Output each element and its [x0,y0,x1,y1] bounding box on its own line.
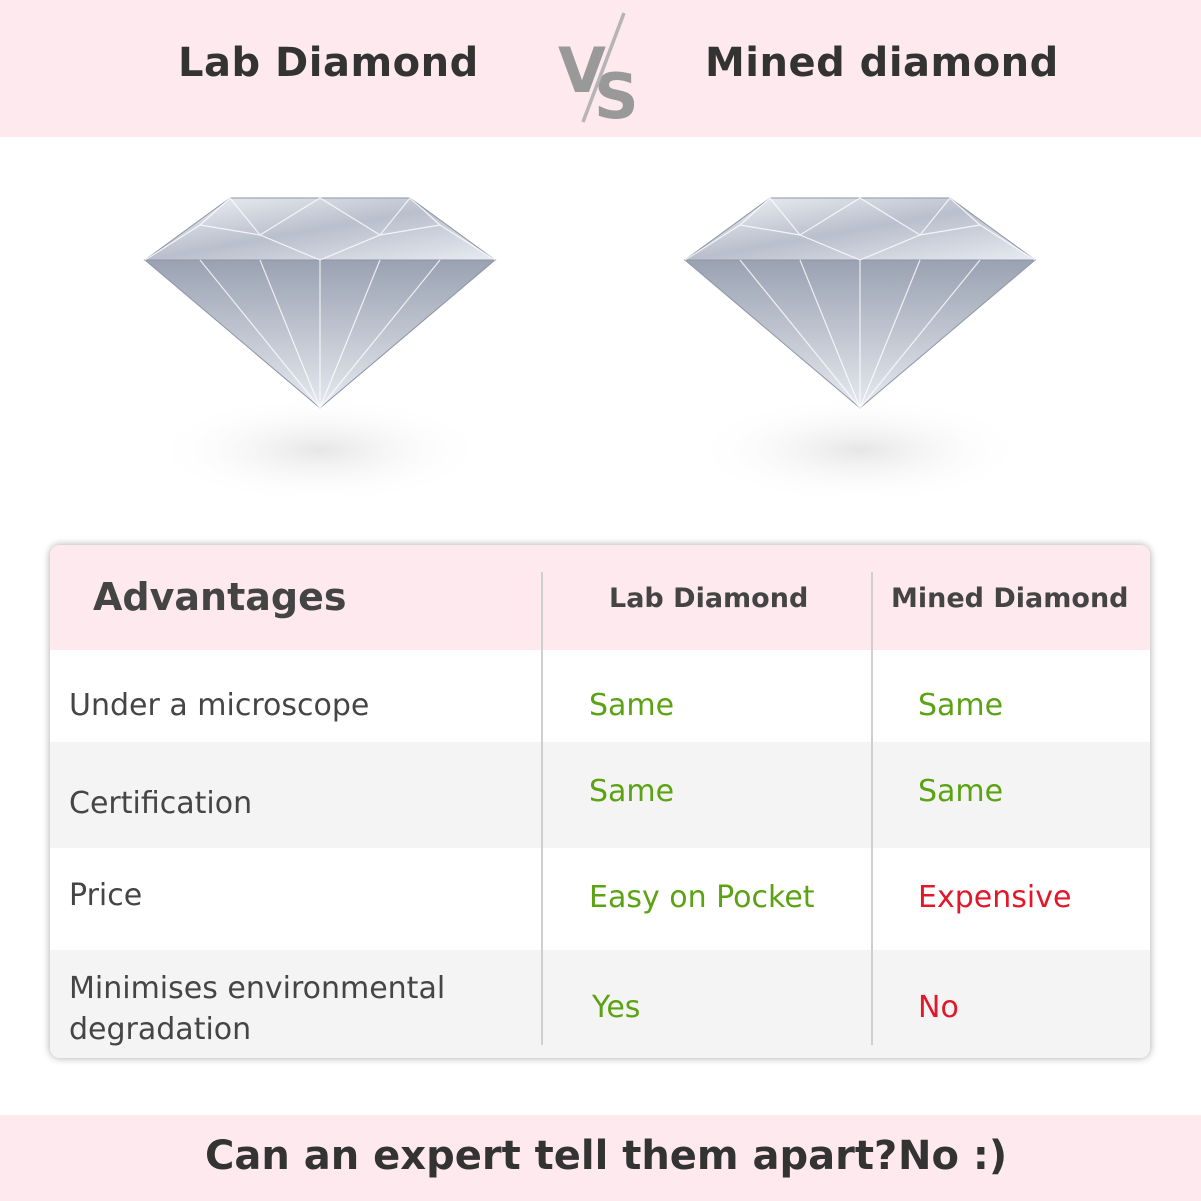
column-divider [541,572,543,1045]
column-divider [871,572,873,1045]
comparison-table: Advantages Lab Diamond Mined Diamond Und… [50,545,1150,1058]
header-mined-diamond: Mined Diamond [891,583,1129,614]
mined-value: No [918,990,959,1025]
row-label: Under a microscope [69,688,370,723]
vs-logo: V S [558,12,639,130]
header-advantages: Advantages [93,575,347,619]
svg-text:V: V [558,34,606,107]
table-row: Price Easy on Pocket Expensive [50,848,1150,950]
header-lab-diamond: Lab Diamond [609,583,809,614]
lab-value: Easy on Pocket [589,880,815,915]
lab-value: Same [589,774,675,809]
lab-diamond-title: Lab Diamond [178,40,479,86]
table-row: Minimises environmental degradation Yes … [50,950,1150,1058]
mined-value: Same [918,774,1004,809]
mined-value: Expensive [918,880,1072,915]
row-label: Minimises environmental degradation [69,971,446,1047]
lab-value: Same [589,688,675,723]
mined-value: Same [918,688,1004,723]
footer-question: Can an expert tell them apart? [205,1133,898,1179]
table-row: Under a microscope Same Same [50,650,1150,742]
row-label: Price [69,878,143,913]
table-header-row: Advantages Lab Diamond Mined Diamond [50,545,1150,650]
footer-band [0,1115,1201,1201]
mined-diamond-image [683,197,1037,505]
footer-answer: No :) [898,1133,1008,1179]
lab-diamond-image [143,197,497,505]
mined-diamond-title: Mined diamond [705,40,1059,86]
table-row: Certification Same Same [50,742,1150,848]
lab-value: Yes [592,990,641,1025]
header-band: Lab Diamond V S Mined diamond [0,0,1201,137]
row-label: Certification [69,786,253,821]
